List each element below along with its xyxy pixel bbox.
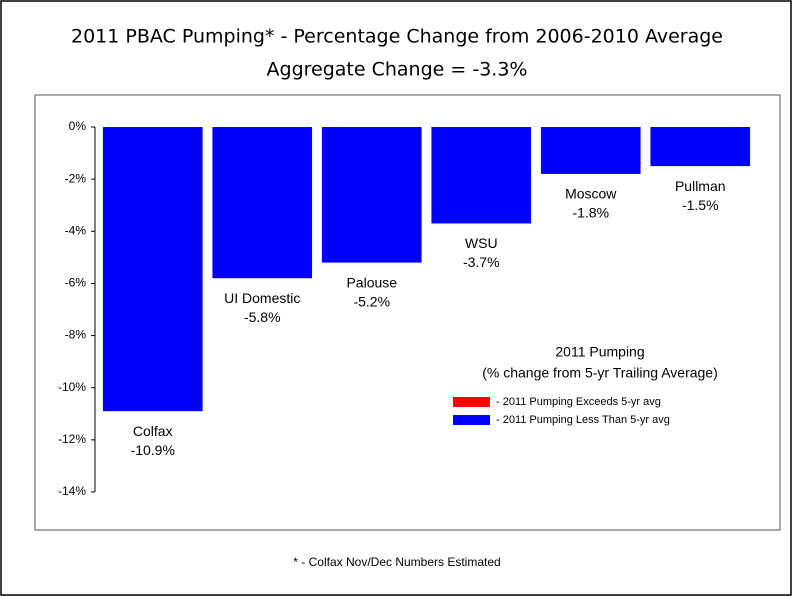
footnote: * - Colfax Nov/Dec Numbers Estimated [293, 555, 500, 569]
category-label: Moscow [565, 186, 617, 202]
legend-swatch [453, 397, 490, 407]
y-tick-label: -14% [58, 484, 86, 498]
category-label: Palouse [346, 274, 397, 290]
y-tick-label: -8% [65, 328, 87, 342]
bar [540, 127, 641, 174]
y-tick-label: -4% [65, 223, 87, 237]
value-label: -5.8% [244, 309, 281, 325]
legend-label: - 2011 Pumping Less Than 5-yr avg [496, 414, 670, 426]
y-tick-label: 0% [69, 119, 87, 133]
legend-title: (% change from 5-yr Trailing Average) [482, 365, 718, 381]
category-label: Pullman [675, 178, 726, 194]
bar [212, 127, 313, 279]
value-label: -3.7% [463, 254, 500, 270]
category-label: Colfax [133, 423, 173, 439]
legend-label: - 2011 Pumping Exceeds 5-yr avg [496, 396, 661, 408]
bar [321, 127, 422, 263]
y-tick-label: -10% [58, 380, 86, 394]
bar [431, 127, 532, 224]
value-label: -1.8% [572, 205, 609, 221]
y-tick-label: -6% [65, 276, 87, 290]
legend-swatch [453, 415, 490, 425]
value-label: -10.9% [131, 442, 175, 458]
chart-subtitle: Aggregate Change = -3.3% [267, 59, 528, 81]
bar [650, 127, 751, 167]
value-label: -5.2% [353, 293, 390, 309]
y-tick-label: -12% [58, 432, 86, 446]
category-label: WSU [465, 235, 498, 251]
y-tick-label: -2% [65, 171, 87, 185]
legend-title: 2011 Pumping [555, 344, 644, 360]
chart-title: 2011 PBAC Pumping* - Percentage Change f… [71, 26, 723, 48]
value-label: -1.5% [682, 197, 719, 213]
category-label: UI Domestic [224, 290, 300, 306]
bar [102, 127, 203, 412]
